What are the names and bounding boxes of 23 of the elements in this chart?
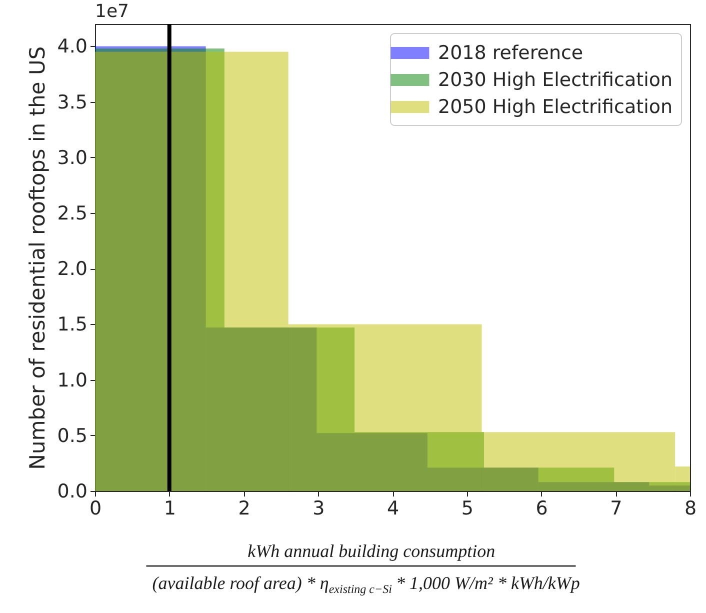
legend-label: 2030 High Electrification: [438, 69, 673, 91]
x-tick-label: 3: [312, 498, 325, 520]
x-tick-label: 8: [684, 498, 697, 520]
legend-label: 2050 High Electrification: [438, 96, 673, 118]
x-tick-label: 5: [461, 498, 474, 520]
y-tick-label: 3.5: [57, 91, 88, 114]
text: 1e7: [95, 1, 129, 22]
y-tick-label: 2.5: [57, 202, 88, 225]
x-tick-label: 2: [238, 498, 250, 520]
y-axis-title: Number of residential rooftops in the US: [25, 46, 50, 470]
y-tick-label: 1.0: [57, 369, 88, 392]
x-tick-label: 0: [89, 498, 102, 520]
y-tick-label: 1.5: [57, 314, 88, 336]
y-tick-label: 4.0: [57, 36, 88, 58]
y-tick-label: 3.0: [57, 146, 88, 169]
x-tick-label: 6: [536, 498, 548, 520]
x-tick-label: 4: [386, 498, 400, 520]
x-tick-label: 7: [610, 498, 622, 520]
x-tick-label: 1: [164, 498, 176, 520]
y-tick-label: 2.0: [57, 258, 88, 280]
y-tick-label: 0.0: [57, 480, 88, 502]
y-tick-label: 0.5: [57, 424, 88, 447]
legend-label: 2018 reference: [438, 42, 584, 64]
